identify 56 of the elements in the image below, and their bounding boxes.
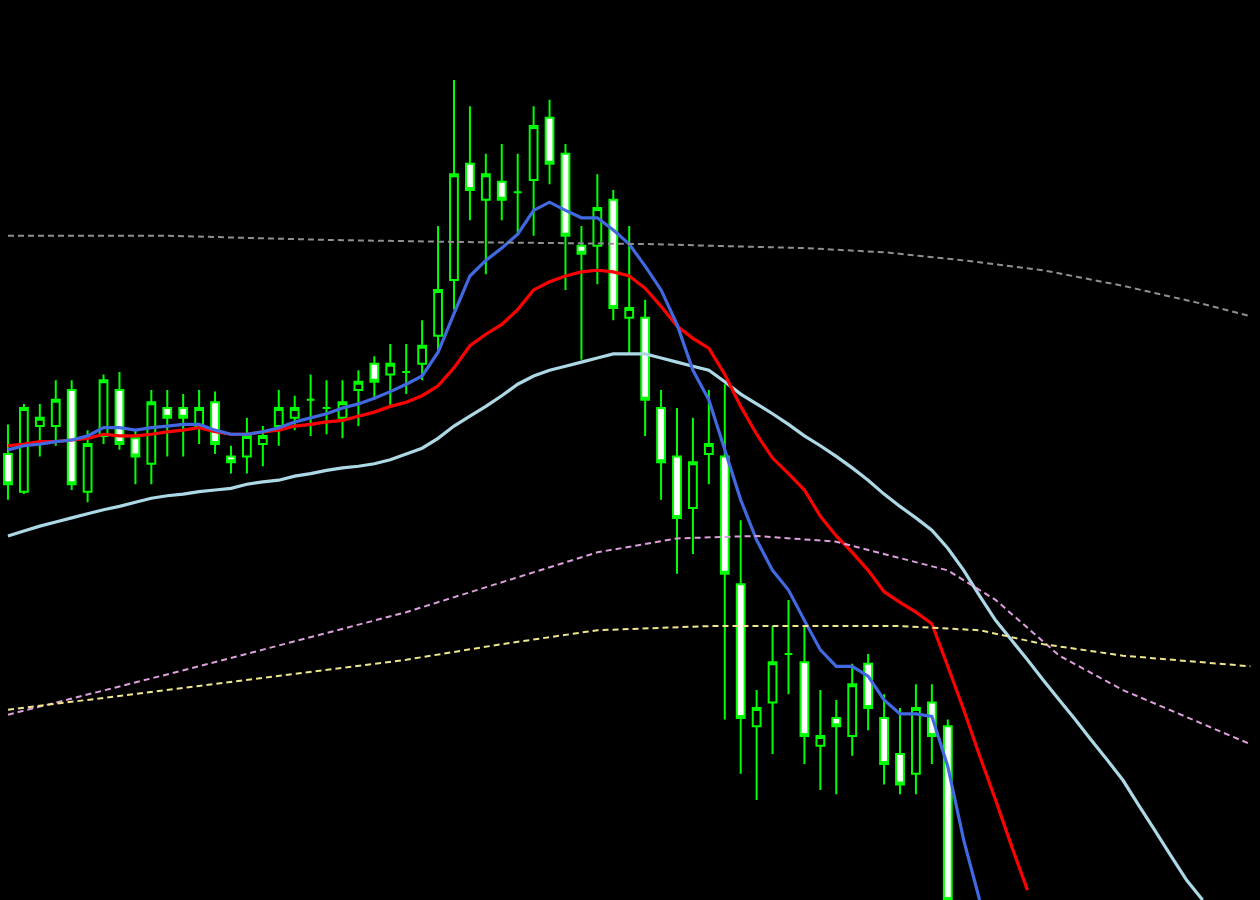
candlestick	[146, 388, 157, 486]
candlestick	[831, 698, 842, 796]
candlestick	[257, 425, 268, 468]
candlestick	[528, 105, 539, 237]
candlestick	[815, 689, 826, 792]
candlestick	[178, 393, 189, 458]
candlestick	[512, 152, 523, 236]
candlestick	[895, 707, 905, 796]
candlestick	[911, 683, 921, 796]
candlestick	[210, 390, 220, 455]
candlestick	[162, 388, 173, 458]
candlestick	[369, 355, 380, 401]
candlestick	[385, 343, 396, 408]
candlestick	[82, 429, 93, 504]
candlestick	[719, 383, 730, 721]
candlestick	[767, 625, 778, 756]
candlestick	[19, 402, 29, 496]
candlestick	[194, 388, 205, 446]
candlestick	[465, 105, 475, 222]
candlestick	[560, 142, 571, 291]
candlestick	[544, 98, 555, 186]
candlestick	[226, 444, 236, 475]
candlestick	[942, 718, 953, 900]
candlestick	[879, 693, 889, 786]
candlestick	[289, 394, 300, 432]
candlestick	[640, 298, 651, 437]
candlestick	[50, 379, 61, 447]
candlestick	[703, 388, 714, 486]
candlestick	[799, 625, 810, 765]
candlestick	[576, 224, 587, 361]
candlestick	[433, 224, 443, 355]
candlestick	[3, 423, 13, 501]
candlestick	[496, 142, 507, 222]
candlestick	[783, 598, 794, 696]
candlestick	[624, 224, 635, 355]
candlestick	[417, 319, 428, 382]
candlestick	[353, 369, 364, 428]
candlestick	[401, 343, 412, 396]
candlestick	[242, 416, 252, 475]
candlestick	[863, 653, 874, 732]
candlestick	[656, 388, 666, 501]
candlestick	[592, 173, 603, 286]
candlestick	[608, 188, 619, 322]
candlestick	[751, 689, 762, 801]
candlestick	[449, 79, 459, 311]
candlestick	[66, 379, 77, 492]
candlestick	[305, 373, 316, 437]
candlestick	[480, 152, 491, 276]
candlestick	[735, 519, 746, 775]
candlestick	[672, 407, 682, 575]
candlestick	[34, 402, 45, 458]
candlestick	[688, 416, 698, 555]
candlestick	[273, 388, 284, 447]
candlestick	[847, 662, 858, 757]
candlestick	[321, 379, 332, 436]
candlestick	[130, 429, 141, 486]
